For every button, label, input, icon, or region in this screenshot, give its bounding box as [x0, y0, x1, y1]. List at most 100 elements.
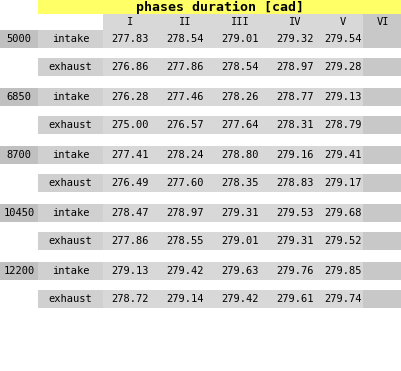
- Bar: [0, 88, 38, 106]
- Text: 279.63: 279.63: [221, 266, 259, 276]
- Text: 279.76: 279.76: [276, 266, 314, 276]
- Text: 279.31: 279.31: [276, 236, 314, 246]
- Bar: [213, 232, 267, 250]
- Text: 277.86: 277.86: [166, 62, 204, 72]
- Bar: [38, 290, 103, 308]
- Bar: [38, 204, 103, 222]
- Bar: [213, 204, 267, 222]
- Bar: [267, 232, 322, 250]
- Bar: [362, 58, 401, 76]
- Text: exhaust: exhaust: [49, 62, 92, 72]
- Text: 277.41: 277.41: [111, 150, 149, 160]
- Bar: [0, 14, 401, 30]
- Text: exhaust: exhaust: [49, 294, 92, 304]
- Text: 279.52: 279.52: [324, 236, 361, 246]
- Text: 277.86: 277.86: [111, 236, 149, 246]
- Text: 279.74: 279.74: [324, 294, 361, 304]
- Bar: [158, 14, 213, 30]
- Text: 276.86: 276.86: [111, 62, 149, 72]
- Bar: [362, 290, 401, 308]
- Text: 279.13: 279.13: [111, 266, 149, 276]
- Bar: [38, 0, 401, 14]
- Bar: [267, 174, 322, 192]
- Bar: [322, 290, 362, 308]
- Bar: [322, 58, 362, 76]
- Bar: [38, 58, 103, 76]
- Text: 278.97: 278.97: [166, 208, 204, 218]
- Text: 279.41: 279.41: [324, 150, 361, 160]
- Bar: [322, 14, 362, 30]
- Bar: [0, 116, 38, 134]
- Bar: [0, 262, 38, 280]
- Text: phases duration [cad]: phases duration [cad]: [136, 0, 303, 13]
- Bar: [213, 290, 267, 308]
- Bar: [267, 204, 322, 222]
- Bar: [362, 174, 401, 192]
- Text: exhaust: exhaust: [49, 236, 92, 246]
- Bar: [158, 116, 213, 134]
- Bar: [103, 204, 158, 222]
- Text: 278.79: 278.79: [324, 120, 361, 130]
- Bar: [158, 290, 213, 308]
- Bar: [158, 204, 213, 222]
- Bar: [362, 116, 401, 134]
- Bar: [158, 30, 213, 48]
- Bar: [213, 58, 267, 76]
- Bar: [0, 146, 38, 164]
- Bar: [38, 146, 103, 164]
- Bar: [38, 232, 103, 250]
- Bar: [362, 88, 401, 106]
- Bar: [213, 146, 267, 164]
- Text: 279.01: 279.01: [221, 236, 259, 246]
- Text: 276.57: 276.57: [166, 120, 204, 130]
- Text: intake: intake: [52, 34, 89, 44]
- Bar: [103, 290, 158, 308]
- Bar: [322, 146, 362, 164]
- Text: intake: intake: [52, 92, 89, 102]
- Bar: [158, 58, 213, 76]
- Bar: [103, 262, 158, 280]
- Bar: [213, 174, 267, 192]
- Bar: [322, 174, 362, 192]
- Text: 277.83: 277.83: [111, 34, 149, 44]
- Text: 279.16: 279.16: [276, 150, 314, 160]
- Bar: [103, 174, 158, 192]
- Text: 279.54: 279.54: [324, 34, 361, 44]
- Text: exhaust: exhaust: [49, 178, 92, 188]
- Bar: [322, 262, 362, 280]
- Text: 279.31: 279.31: [221, 208, 259, 218]
- Text: 277.60: 277.60: [166, 178, 204, 188]
- Bar: [213, 116, 267, 134]
- Bar: [362, 146, 401, 164]
- Text: exhaust: exhaust: [49, 120, 92, 130]
- Text: III: III: [231, 17, 249, 27]
- Bar: [103, 58, 158, 76]
- Text: 279.42: 279.42: [221, 294, 259, 304]
- Text: 5000: 5000: [6, 34, 31, 44]
- Text: 275.00: 275.00: [111, 120, 149, 130]
- Bar: [38, 262, 103, 280]
- Bar: [267, 290, 322, 308]
- Bar: [103, 30, 158, 48]
- Bar: [267, 262, 322, 280]
- Text: 278.54: 278.54: [166, 34, 204, 44]
- Text: 278.54: 278.54: [221, 62, 259, 72]
- Text: IV: IV: [289, 17, 301, 27]
- Text: I: I: [127, 17, 133, 27]
- Text: 279.85: 279.85: [324, 266, 361, 276]
- Bar: [362, 204, 401, 222]
- Bar: [158, 174, 213, 192]
- Bar: [158, 88, 213, 106]
- Text: 278.55: 278.55: [166, 236, 204, 246]
- Bar: [0, 30, 38, 48]
- Bar: [322, 232, 362, 250]
- Text: VI: VI: [375, 17, 388, 27]
- Text: 279.01: 279.01: [221, 34, 259, 44]
- Bar: [38, 174, 103, 192]
- Bar: [322, 30, 362, 48]
- Text: V: V: [339, 17, 345, 27]
- Bar: [158, 232, 213, 250]
- Bar: [267, 58, 322, 76]
- Text: 279.14: 279.14: [166, 294, 204, 304]
- Bar: [267, 116, 322, 134]
